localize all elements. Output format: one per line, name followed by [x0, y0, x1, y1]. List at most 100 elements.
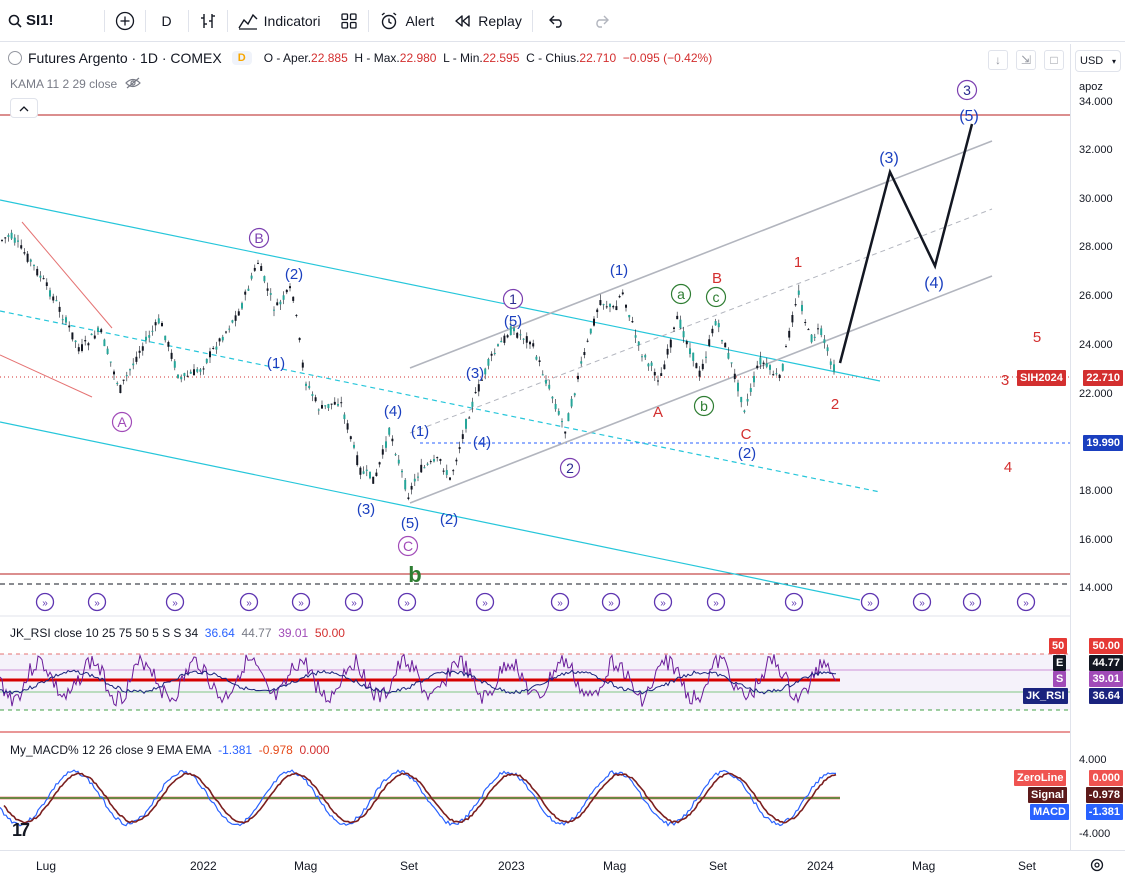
candle-body: [90, 333, 93, 336]
candle-body: [36, 268, 39, 276]
candle-body: [781, 363, 784, 371]
candle-body: [625, 304, 627, 308]
event-marker-icon[interactable]: »: [962, 592, 982, 612]
candle-body: [13, 237, 16, 243]
event-marker-icon[interactable]: »: [653, 592, 673, 612]
interval-button[interactable]: D: [146, 0, 188, 42]
candle-body: [247, 288, 250, 291]
time-label: 2024: [807, 859, 834, 873]
event-marker-icon[interactable]: »: [475, 592, 495, 612]
wave-label-red: 3: [1001, 372, 1009, 389]
wave-label-int: (2): [440, 511, 458, 528]
wedge-lower: [0, 354, 93, 398]
event-marker-icon[interactable]: »: [1016, 592, 1036, 612]
svg-text:b: b: [700, 398, 708, 414]
eye-off-icon[interactable]: [124, 77, 141, 92]
redo-button[interactable]: [579, 0, 625, 42]
templates-button[interactable]: [330, 0, 368, 42]
wave-label-minor-a: a: [670, 283, 692, 305]
price-tick: 34.000: [1079, 96, 1113, 108]
wave-label-red: 4: [1004, 459, 1012, 476]
legend-title[interactable]: Futures Argento · 1D · COMEX: [8, 50, 222, 66]
candle-body: [225, 331, 227, 333]
candle-body: [196, 369, 199, 372]
event-marker-icon[interactable]: »: [344, 592, 364, 612]
event-marker-icon[interactable]: »: [239, 592, 259, 612]
kama-legend[interactable]: KAMA 11 2 29 close: [10, 77, 141, 92]
price-axis[interactable]: USD ▾ apoz 34.000 32.000 30.000 28.000 2…: [1070, 44, 1125, 850]
collapse-legend-button[interactable]: [10, 98, 38, 118]
candle-body: [113, 371, 115, 375]
alert-label: Alert: [405, 12, 435, 29]
event-marker-icon[interactable]: »: [784, 592, 804, 612]
divider: [368, 9, 370, 32]
replay-label: Replay: [478, 12, 522, 29]
event-marker-icon[interactable]: »: [165, 592, 185, 612]
candle-body: [68, 325, 71, 328]
alert-button[interactable]: Alert: [369, 0, 444, 42]
candle-body: [797, 290, 800, 295]
time-axis[interactable]: Lug 2022 Mag Set 2023 Mag Set 2024 Mag S…: [0, 850, 1125, 887]
delay-badge: D: [231, 51, 252, 65]
candle-body: [375, 472, 378, 476]
candle-body: [116, 382, 119, 384]
currency-select[interactable]: USD ▾: [1075, 50, 1121, 72]
event-marker-icon[interactable]: »: [35, 592, 55, 612]
event-marker-icon[interactable]: »: [87, 592, 107, 612]
chart-type-button[interactable]: [189, 0, 227, 42]
candle-body: [500, 340, 503, 343]
candle-body: [135, 356, 138, 362]
pane-down-button[interactable]: ↓: [988, 50, 1008, 70]
candle-body: [516, 332, 519, 338]
candle-body: [349, 436, 352, 440]
candle-body: [87, 343, 90, 346]
wave-label-int: (5): [401, 515, 419, 532]
bar-chart-icon: [199, 12, 217, 30]
event-marker-icon[interactable]: »: [397, 592, 417, 612]
candle-body: [81, 344, 83, 351]
replay-button[interactable]: Replay: [444, 0, 532, 42]
candle-body: [541, 374, 544, 376]
tradingview-logo[interactable]: 17: [12, 820, 30, 840]
candle-body: [468, 417, 471, 419]
svg-text:»: »: [298, 598, 304, 609]
candle-body: [641, 356, 643, 358]
event-marker-icon[interactable]: »: [601, 592, 621, 612]
event-marker-icon[interactable]: »: [291, 592, 311, 612]
pane-collapse-button[interactable]: ⇲: [1016, 50, 1036, 70]
rsi-badge-e: 44.77: [1089, 655, 1123, 671]
rsi-badge-50: 50.00: [1089, 638, 1123, 654]
event-marker-icon[interactable]: »: [706, 592, 726, 612]
rsi-legend[interactable]: JK_RSI close 10 25 75 50 5 S S 34 36.64 …: [10, 626, 345, 640]
svg-text:»: »: [867, 598, 873, 609]
candle-body: [833, 364, 835, 373]
scale-mode-select[interactable]: apoz: [1075, 76, 1121, 98]
chevron-down-icon: ▾: [1111, 56, 1116, 66]
undo-button[interactable]: [533, 0, 579, 42]
candle-body: [753, 376, 755, 383]
symbol-search-button[interactable]: SI1!: [0, 0, 64, 42]
price-tick: 16.000: [1079, 534, 1113, 546]
compare-add-button[interactable]: [105, 0, 145, 42]
price-tick: 30.000: [1079, 193, 1113, 205]
redo-icon: [593, 14, 611, 28]
chart-canvas[interactable]: B A C 1 2 3 (5) (2) (1) (4) (3) (5) (1) …: [0, 0, 1070, 850]
settings-gear-icon[interactable]: [1089, 857, 1105, 878]
candle-body: [333, 401, 336, 405]
indicators-button[interactable]: Indicatori: [228, 0, 331, 42]
event-marker-icon[interactable]: »: [912, 592, 932, 612]
pane-maximize-button[interactable]: □: [1044, 50, 1064, 70]
svg-text:»: »: [791, 598, 797, 609]
candle-body: [365, 469, 368, 471]
candle-body: [673, 327, 675, 329]
macd-legend[interactable]: My_MACD% 12 26 close 9 EMA EMA -1.381 -0…: [10, 743, 330, 757]
candle-body: [449, 477, 451, 480]
candle-body: [769, 365, 771, 370]
candle-body: [765, 363, 768, 367]
wave-label-red: B: [712, 270, 722, 287]
price-candles: [1, 229, 835, 501]
svg-text:c: c: [713, 289, 720, 305]
event-marker-icon[interactable]: »: [550, 592, 570, 612]
event-marker-icon[interactable]: »: [860, 592, 880, 612]
wave-label-minor-b: b: [693, 395, 715, 417]
